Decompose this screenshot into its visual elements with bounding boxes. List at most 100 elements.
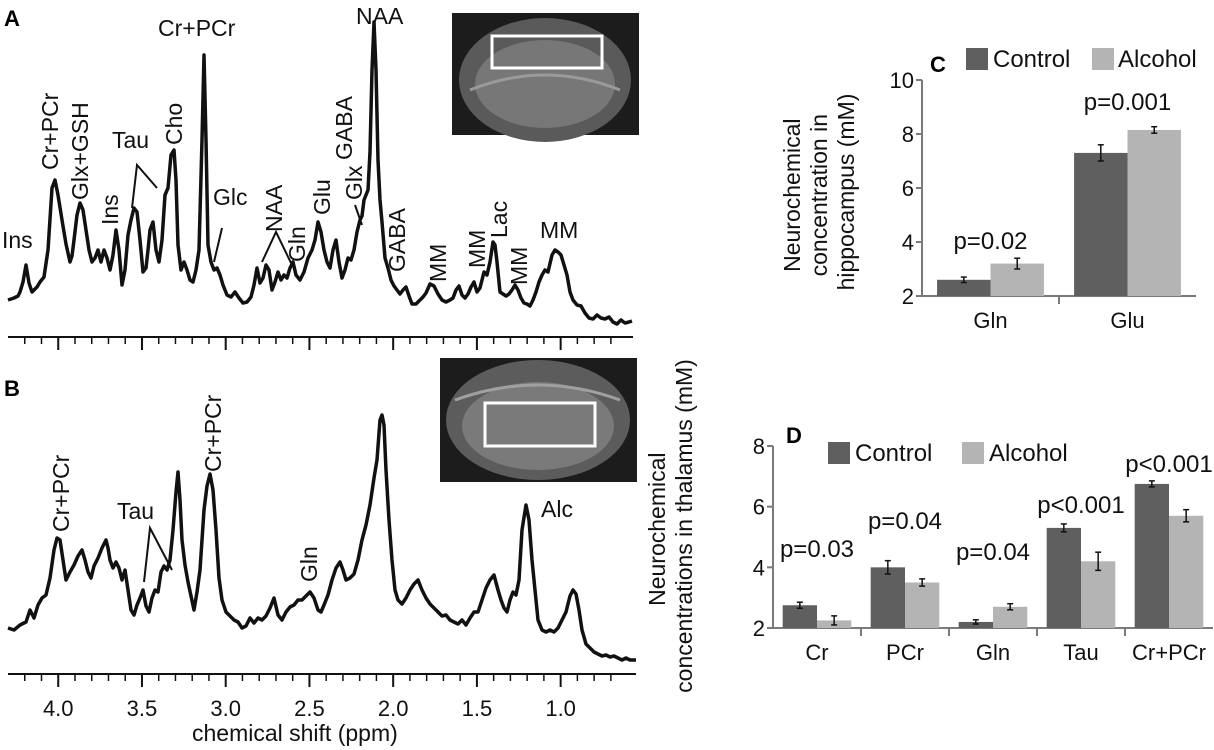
peak-label-b-cr-pcr-39: Cr+PCr	[48, 454, 74, 532]
chart-d-legend: Control Alcohol	[828, 440, 1068, 467]
spectrum-b-ticks	[23, 674, 612, 687]
chart-c-bar-control	[1074, 152, 1128, 296]
peak-label-b-gln: Gln	[296, 546, 322, 582]
chart-d-bar-alcohol	[1169, 515, 1204, 628]
peak-label-a-ins: Ins	[2, 227, 33, 253]
legend-c-alcohol-label: Alcohol	[1118, 46, 1197, 73]
mri-inset-a	[452, 13, 639, 142]
chart-d-bar-alcohol	[1081, 561, 1116, 628]
chart-d-bar-control	[1134, 483, 1169, 628]
chart-c-bar-control	[937, 279, 991, 296]
chart-c-y-tick-label: 10	[890, 68, 914, 93]
chart-d-y-tick-label: 2	[753, 616, 765, 641]
chart-d-bar-control	[782, 605, 817, 628]
peak-label-a-glx: Glx	[341, 165, 367, 200]
spectrum-x-tick-label: 2.0	[378, 696, 409, 721]
spectrum-x-tick-label: 3.0	[210, 696, 241, 721]
chart-d-p-value: p=0.04	[868, 508, 942, 535]
spectrum-a-ticks	[23, 337, 612, 350]
spectrum-x-tick-label: 4.0	[43, 696, 74, 721]
legend-c-alcohol-swatch	[1092, 48, 1114, 70]
bar-chart-c: C 2 4 6 8 10 Gln p=0.02 Glu p=0.001 Neurochemica…	[779, 46, 1197, 333]
spectrum-x-tick-label: 1.5	[462, 696, 493, 721]
chart-c-legend: Control Alcohol	[966, 46, 1197, 73]
peak-label-a-mm-2: MM	[464, 230, 490, 268]
chart-d-p-value: p<0.001	[1037, 492, 1124, 519]
peak-label-a-glx-gsh: Glx+GSH	[67, 102, 93, 200]
chart-d-category-label: Cr+PCr	[1132, 640, 1206, 665]
chart-d-category-label: Cr	[805, 640, 828, 665]
legend-d-control-label: Control	[855, 440, 932, 467]
chart-c-ylabel: Neurochemical concentration in hippocamp…	[779, 94, 859, 291]
legend-d-alcohol-swatch	[962, 442, 984, 464]
panel-a-label: A	[4, 6, 20, 31]
chart-c-y-tick-label: 2	[902, 284, 914, 309]
chart-c-y-tick-label: 8	[902, 122, 914, 147]
chart-d-category-label: Tau	[1063, 640, 1098, 665]
chart-d-bar-control	[958, 621, 993, 628]
spectrum-a-line	[7, 20, 633, 326]
chart-d-y-tick-label: 4	[753, 555, 765, 580]
chart-d-p-value: p<0.001	[1125, 451, 1212, 478]
chart-d-category-label: PCr	[886, 640, 924, 665]
chart-d-p-value: p=0.03	[780, 536, 854, 563]
chart-c-y-tick-label: 6	[902, 176, 914, 201]
spectrum-x-tick-label: 2.5	[294, 696, 325, 721]
panel-b-label: B	[4, 376, 20, 401]
spectrum-x-tick-label: 1.0	[545, 696, 576, 721]
chart-d-bar-control	[870, 567, 905, 628]
peak-label-a-gaba: GABA	[331, 95, 357, 160]
bar-chart-d: D 2 4 6 8 Cr p=0.03 PCr p=0.04 Gln p=0.04 Tau p<0.0…	[644, 359, 1213, 693]
chart-c-bar-alcohol	[1127, 129, 1181, 296]
peak-label-a-glc: Glc	[213, 184, 248, 210]
bar-chart-d-plot: 2 4 6 8 Cr p=0.03 PCr p=0.04 Gln p=0.04 Tau p<0.001…	[753, 434, 1213, 665]
legend-d-alcohol-label: Alcohol	[989, 440, 1068, 467]
chart-c-p-value: p=0.001	[1084, 89, 1171, 116]
spectrum-a-peak-labels: Ins Cr+PCr Glx+GSH Ins Tau Cho Cr+PCr Gl…	[2, 3, 578, 285]
peak-label-a-cho: Cho	[161, 103, 187, 145]
panel-c-label: C	[930, 52, 946, 77]
mri-inset-b	[440, 358, 637, 482]
spectrum-b-peak-labels: Cr+PCr Tau Cr+PCr Gln Alc	[48, 394, 573, 583]
peak-label-a-mm-1: MM	[425, 244, 451, 282]
peak-label-a-tau: Tau	[112, 127, 149, 153]
chart-c-p-value: p=0.02	[953, 228, 1027, 255]
mri-inset-b-roi-box	[483, 401, 597, 448]
peak-label-a-naa: NAA	[261, 184, 287, 232]
peak-label-a-mm-3: MM	[506, 247, 532, 285]
peak-label-a-glu: Glu	[309, 179, 335, 215]
spectrum-panel-b: B 4.0 3.5 3.0 2.5 2.0 1.5 1.0 chemical shift (…	[4, 358, 637, 746]
spectrum-x-tick-label: 3.5	[127, 696, 158, 721]
chart-d-y-tick-label: 8	[753, 434, 765, 459]
chart-c-y-tick-label: 4	[902, 230, 914, 255]
chart-d-bar-control	[1046, 527, 1081, 628]
peak-label-b-cr-pcr-30: Cr+PCr	[200, 394, 226, 472]
spectrum-b-line	[7, 413, 636, 662]
legend-c-control-label: Control	[993, 46, 1070, 73]
peak-label-a-lac: Lac	[486, 201, 512, 238]
chart-d-y-tick-label: 6	[753, 495, 765, 520]
peak-label-b-alc: Alc	[541, 496, 573, 522]
peak-label-a-naa-2: NAA	[356, 3, 404, 29]
chart-d-ylabel: Neurochemical concentrations in thalamus…	[644, 359, 697, 693]
spectrum-b-tick-labels: 4.0 3.5 3.0 2.5 2.0 1.5 1.0	[43, 696, 576, 721]
chart-d-p-value: p=0.04	[956, 539, 1030, 566]
bar-chart-c-plot: 2 4 6 8 10 Gln p=0.02 Glu p=0.001	[890, 68, 1196, 333]
legend-d-control-swatch	[828, 442, 850, 464]
spectrum-panel-a: A Ins Cr+PCr Glx+GSH Ins Tau Cho Cr+PCr …	[2, 3, 639, 350]
chart-d-bar-alcohol	[993, 606, 1028, 628]
peak-label-a-ins-2: Ins	[97, 194, 123, 225]
chart-d-category-label: Gln	[976, 640, 1010, 665]
peak-label-a-cr-pcr-30: Cr+PCr	[158, 15, 236, 41]
peak-label-b-tau: Tau	[117, 498, 154, 524]
spectrum-x-axis-title: chemical shift (ppm)	[192, 720, 398, 746]
panel-d-label: D	[786, 423, 802, 448]
legend-c-control-swatch	[966, 48, 988, 70]
chart-c-category-label: Glu	[1110, 308, 1144, 333]
peak-label-a-mm-4: MM	[540, 217, 578, 243]
peak-label-a-gaba-2: GABA	[384, 207, 410, 272]
chart-c-category-label: Gln	[973, 308, 1007, 333]
mri-inset-a-roi-box	[490, 34, 604, 70]
chart-d-bar-alcohol	[905, 582, 940, 628]
